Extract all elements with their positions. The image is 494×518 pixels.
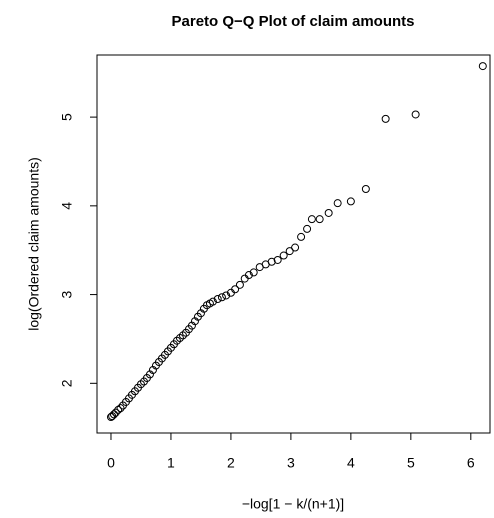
y-tick-label: 3 — [59, 290, 75, 298]
point — [333, 199, 342, 208]
point — [291, 243, 300, 252]
point — [273, 255, 282, 264]
point — [116, 404, 125, 413]
x-tick-label: 0 — [107, 455, 115, 471]
x-tick-label: 1 — [167, 455, 175, 471]
plot-frame — [96, 54, 491, 434]
point — [267, 257, 276, 266]
y-axis-label: log(Ordered claim amounts) — [26, 157, 42, 331]
point — [297, 232, 306, 241]
point — [478, 62, 487, 71]
x-axis-label: −log[1 − k/(n+1)] — [242, 496, 344, 512]
point — [114, 405, 123, 414]
x-tick-label: 5 — [407, 455, 415, 471]
y-tick-label: 5 — [59, 113, 75, 121]
x-tick-label: 4 — [347, 455, 355, 471]
point — [307, 215, 316, 224]
chart-title: Pareto Q−Q Plot of claim amounts — [172, 13, 415, 30]
x-tick-label: 2 — [227, 455, 235, 471]
point — [222, 291, 231, 300]
point — [381, 114, 390, 123]
y-tick-label: 4 — [59, 202, 75, 210]
point — [324, 208, 333, 217]
point — [109, 410, 118, 419]
point — [303, 224, 312, 233]
point — [361, 184, 370, 193]
point — [111, 408, 120, 417]
point — [411, 110, 420, 119]
x-tick-label: 6 — [467, 455, 475, 471]
point — [231, 285, 240, 294]
point — [249, 268, 258, 277]
point — [315, 215, 324, 224]
point — [279, 251, 288, 260]
point — [208, 297, 217, 306]
x-tick-label: 3 — [287, 455, 295, 471]
point — [285, 247, 294, 256]
point — [213, 295, 222, 304]
point — [244, 271, 253, 280]
point — [346, 197, 355, 206]
y-tick-label: 2 — [59, 379, 75, 387]
point — [235, 280, 244, 289]
point — [217, 293, 226, 302]
